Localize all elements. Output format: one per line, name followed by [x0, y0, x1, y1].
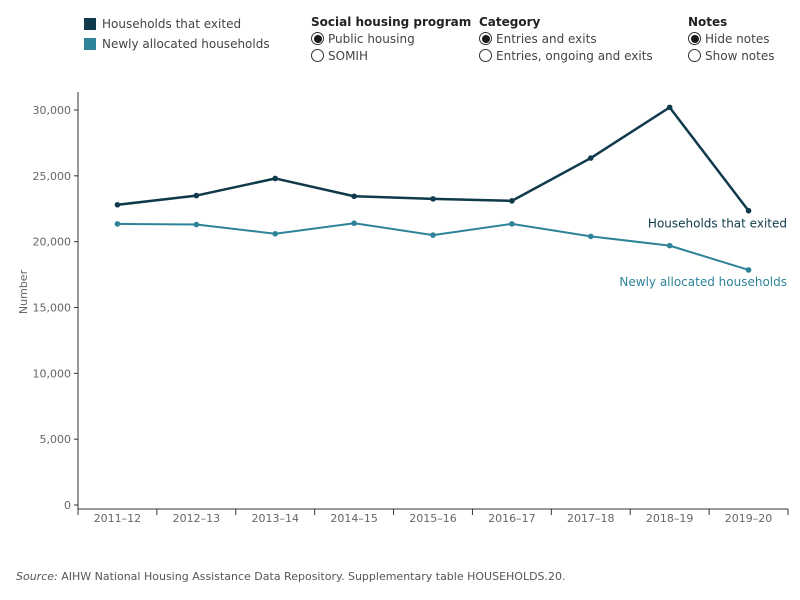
- x-tick-label: 2017–18: [567, 512, 615, 525]
- notes-option-label: Hide notes: [705, 31, 770, 46]
- data-point-allocated: [666, 242, 673, 249]
- legend-swatch-allocated: [84, 38, 96, 50]
- data-point-exited: [272, 175, 279, 182]
- legend: Households that exited Newly allocated h…: [84, 14, 270, 54]
- data-point-exited: [509, 198, 515, 204]
- notes-option-label: Show notes: [705, 48, 775, 63]
- y-tick-label: 30,000: [33, 104, 72, 117]
- data-point-allocated: [193, 221, 200, 228]
- category-option-entries-exits[interactable]: Entries and exits: [479, 30, 653, 47]
- radio-entries-exits[interactable]: [479, 32, 492, 45]
- source-text: AIHW National Housing Assistance Data Re…: [57, 570, 566, 583]
- y-axis-label: Number: [17, 269, 30, 314]
- program-option-somih[interactable]: SOMIH: [311, 47, 471, 64]
- x-tick-label: 2012–13: [173, 512, 221, 525]
- x-tick-label: 2013–14: [251, 512, 299, 525]
- legend-label-allocated: Newly allocated households: [102, 37, 270, 51]
- category-option-label: Entries, ongoing and exits: [496, 48, 653, 63]
- data-point-exited: [351, 193, 357, 200]
- data-point-allocated: [587, 233, 594, 240]
- radio-hide-notes[interactable]: [688, 32, 701, 45]
- series-end-label-exited: Households that exited: [648, 217, 787, 231]
- x-tick-label: 2015–16: [409, 512, 457, 525]
- radio-somih[interactable]: [311, 49, 324, 62]
- x-tick-label: 2018–19: [646, 512, 694, 525]
- y-tick-label: 0: [64, 499, 71, 512]
- y-tick-label: 15,000: [33, 302, 72, 315]
- program-title: Social housing program: [311, 15, 472, 29]
- x-tick-label: 2011–12: [94, 512, 142, 525]
- category-option-label: Entries and exits: [496, 31, 597, 46]
- legend-item-exited[interactable]: Households that exited: [84, 14, 270, 34]
- data-point-exited: [193, 192, 200, 199]
- legend-item-allocated[interactable]: Newly allocated households: [84, 34, 270, 54]
- x-tick-label: 2019–20: [725, 512, 773, 525]
- data-point-exited: [666, 104, 673, 111]
- radio-public-housing[interactable]: [311, 32, 324, 45]
- source-note: Source: AIHW National Housing Assistance…: [16, 570, 566, 583]
- notes-option-hide[interactable]: Hide notes: [688, 30, 774, 47]
- legend-label-exited: Households that exited: [102, 17, 242, 31]
- data-point-exited: [745, 207, 752, 214]
- y-tick-label: 25,000: [33, 170, 72, 183]
- data-point-allocated: [351, 220, 357, 227]
- series-end-label-allocated: Newly allocated households: [619, 275, 787, 289]
- series-line-exited: [117, 106, 750, 212]
- data-point-allocated: [430, 232, 436, 238]
- data-point-exited: [430, 196, 436, 202]
- data-point-allocated: [745, 267, 752, 273]
- notes-title: Notes: [688, 15, 728, 29]
- program-option-label: SOMIH: [328, 48, 368, 63]
- data-point-allocated: [114, 221, 121, 227]
- category-title: Category: [479, 15, 541, 29]
- y-tick-label: 10,000: [33, 367, 72, 380]
- data-point-exited: [587, 155, 594, 161]
- radio-entries-ongoing-exits[interactable]: [479, 49, 492, 62]
- notes-control: Notes Hide notes Show notes: [688, 14, 774, 64]
- radio-show-notes[interactable]: [688, 49, 701, 62]
- data-point-exited: [114, 202, 121, 208]
- data-point-allocated: [272, 230, 279, 237]
- notes-option-show[interactable]: Show notes: [688, 47, 774, 64]
- program-option-label: Public housing: [328, 31, 415, 46]
- data-point-allocated: [509, 221, 515, 227]
- program-option-public-housing[interactable]: Public housing: [311, 30, 471, 47]
- program-control: Social housing program Public housing SO…: [311, 14, 471, 64]
- y-tick-label: 20,000: [33, 236, 72, 249]
- category-control: Category Entries and exits Entries, ongo…: [479, 14, 653, 64]
- category-option-entries-ongoing-exits[interactable]: Entries, ongoing and exits: [479, 47, 653, 64]
- y-tick-label: 5,000: [40, 433, 72, 446]
- legend-swatch-exited: [84, 18, 96, 30]
- source-prefix: Source:: [16, 570, 58, 583]
- x-tick-label: 2014–15: [330, 512, 378, 525]
- x-tick-label: 2016–17: [488, 512, 536, 525]
